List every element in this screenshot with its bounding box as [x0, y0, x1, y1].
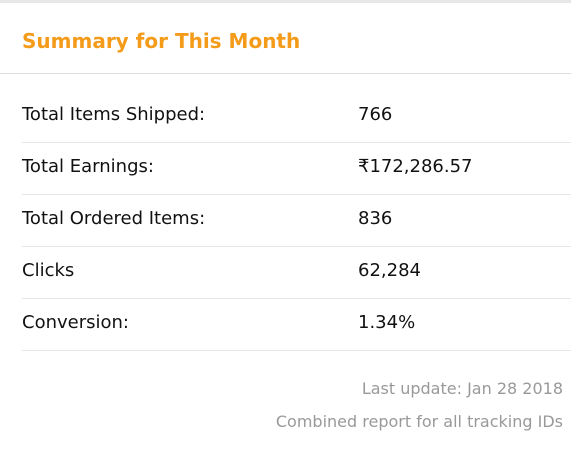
- summary-row-total-earnings: Total Earnings: ₹172,286.57: [22, 143, 571, 195]
- summary-row-total-items-shipped: Total Items Shipped: 766: [22, 91, 571, 143]
- summary-value: 62,284: [358, 260, 421, 281]
- summary-row-total-ordered-items: Total Ordered Items: 836: [22, 195, 571, 247]
- summary-value: 836: [358, 208, 393, 229]
- summary-row-conversion: Conversion: 1.34%: [22, 299, 571, 351]
- panel-title: Summary for This Month: [22, 29, 301, 53]
- panel-header: Summary for This Month: [0, 6, 571, 74]
- summary-row-clicks: Clicks 62,284: [22, 247, 571, 299]
- summary-value: ₹172,286.57: [358, 156, 473, 177]
- last-update-text: Last update: Jan 28 2018: [361, 379, 563, 398]
- summary-label: Total Ordered Items:: [22, 208, 206, 229]
- summary-label: Clicks: [22, 260, 75, 281]
- summary-value: 766: [358, 104, 393, 125]
- summary-value: 1.34%: [358, 312, 416, 333]
- combined-report-text: Combined report for all tracking IDs: [275, 412, 563, 431]
- summary-list: Total Items Shipped: 766 Total Earnings:…: [22, 91, 571, 351]
- summary-label: Total Earnings:: [22, 156, 154, 177]
- summary-label: Total Items Shipped:: [22, 104, 206, 125]
- summary-label: Conversion:: [22, 312, 129, 333]
